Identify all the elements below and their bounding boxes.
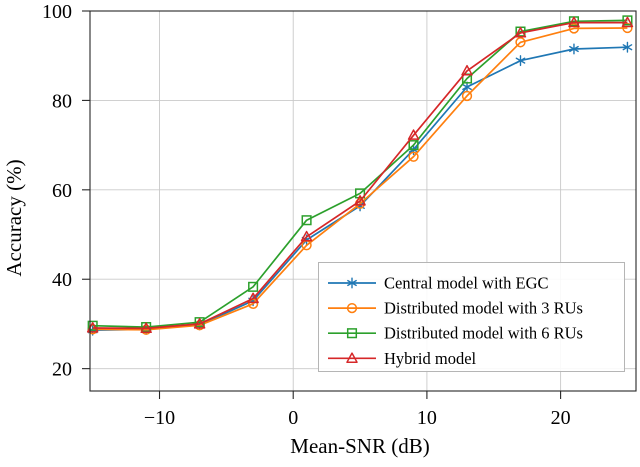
square-marker bbox=[355, 188, 366, 199]
triangle-marker bbox=[193, 317, 206, 329]
series-triangle bbox=[86, 16, 634, 334]
square-marker bbox=[346, 328, 358, 339]
y-tick-label: 40 bbox=[52, 269, 72, 291]
plot-border bbox=[89, 10, 637, 392]
legend-item: Distributed model with 6 RUs bbox=[328, 324, 583, 343]
circle-marker bbox=[622, 22, 633, 34]
legend-item-label: Distributed model with 3 RUs bbox=[384, 299, 583, 318]
asterisk-marker-ray bbox=[351, 279, 357, 284]
square-marker bbox=[301, 215, 312, 226]
y-tick-label: 100 bbox=[42, 1, 72, 23]
series-line bbox=[92, 21, 628, 330]
square-marker bbox=[248, 281, 259, 292]
legend-item-label: Hybrid model bbox=[384, 349, 477, 368]
x-tick-label: −10 bbox=[144, 407, 175, 429]
axis-layer: −10 0 10 20 20 40 60 80 100 bbox=[42, 1, 637, 429]
triangle-marker bbox=[247, 292, 259, 304]
circle-marker bbox=[515, 37, 526, 48]
asterisk-marker-ray bbox=[466, 83, 472, 88]
legend-item: Distributed model with 3 RUs bbox=[328, 299, 583, 318]
triangle-marker bbox=[346, 352, 358, 363]
triangle-marker bbox=[407, 129, 420, 140]
series-line bbox=[92, 19, 628, 328]
x-tick-label: 10 bbox=[417, 407, 437, 429]
y-tick-label: 60 bbox=[52, 180, 72, 202]
asterisk-marker-ray bbox=[626, 44, 633, 48]
triangle-marker bbox=[354, 195, 366, 206]
circle-marker bbox=[346, 302, 358, 314]
legend: Central model with EGC Distributed model … bbox=[318, 262, 625, 372]
x-axis-label: Mean-SNR (dB) bbox=[290, 434, 429, 458]
square-marker bbox=[87, 320, 98, 331]
legend-box bbox=[318, 262, 625, 372]
triangle-marker bbox=[300, 230, 313, 242]
legend-item-label: Central model with EGC bbox=[384, 274, 549, 293]
asterisk-marker-ray bbox=[573, 45, 579, 50]
series-layer bbox=[86, 15, 634, 336]
square-marker bbox=[408, 140, 419, 151]
legend-item: Central model with EGC bbox=[328, 274, 549, 293]
asterisk-marker-ray bbox=[519, 57, 526, 62]
triangle-marker bbox=[514, 26, 527, 38]
square-marker bbox=[622, 15, 633, 26]
circle-marker bbox=[568, 23, 580, 34]
triangle-marker bbox=[461, 64, 473, 76]
y-axis-label: Accuracy (%) bbox=[2, 159, 26, 276]
triangle-marker bbox=[140, 322, 152, 334]
x-tick-label: 20 bbox=[551, 407, 571, 429]
y-tick-label: 80 bbox=[52, 90, 72, 112]
series-line bbox=[92, 27, 628, 331]
x-tick-label: 0 bbox=[288, 407, 298, 429]
legend-item-label: Distributed model with 6 RUs bbox=[384, 324, 583, 343]
circle-marker bbox=[408, 151, 419, 162]
triangle-marker bbox=[621, 16, 634, 28]
circle-marker bbox=[461, 90, 473, 102]
triangle-marker bbox=[568, 16, 580, 28]
legend-item: Hybrid model bbox=[328, 349, 477, 368]
y-tick-label: 20 bbox=[52, 359, 72, 381]
